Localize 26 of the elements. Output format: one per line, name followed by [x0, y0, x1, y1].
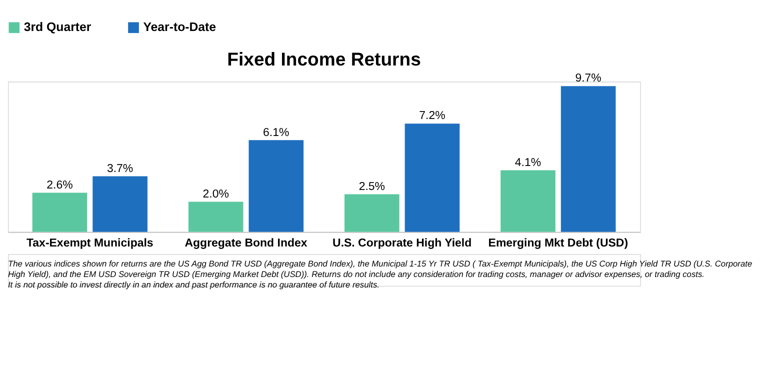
- x-tick-label: Aggregate Bond Index: [184, 237, 308, 250]
- data-label: 2.6%: [46, 179, 73, 192]
- data-label: 2.5%: [358, 180, 386, 193]
- text: It is not possible to invest directly in an index and past performance is no guarantee of future results.: [8, 280, 380, 290]
- bar: [32, 192, 88, 232]
- text: High Yield), and the EM USD Sovereign TR USD (Emerging Market Debt (USD)). Returns do not include any consideration for trading costs, manager or advisor expenses, or trading costs.: [8, 268, 704, 279]
- data-label: 4.1%: [514, 156, 542, 169]
- x-tick-label: U.S. Corporate High Yield: [332, 237, 472, 250]
- bar: [500, 170, 556, 232]
- x-tick-label: Emerging Mkt Debt (USD): [488, 237, 628, 250]
- bar: [92, 176, 148, 232]
- legend-label: Year-to-Date: [143, 20, 216, 34]
- chart-title: Fixed Income Returns: [227, 48, 421, 70]
- x-tick-label: Tax-Exempt Municipals: [26, 237, 154, 250]
- bar: [344, 194, 400, 232]
- data-label: 7.2%: [419, 110, 446, 122]
- bar: [188, 202, 244, 232]
- data-label: 9.7%: [575, 72, 602, 85]
- data-label: 2.0%: [202, 188, 229, 200]
- text: The various indices shown for returns are the US Agg Bond TR USD (Aggregate Bond Index), the Municipal 1-15 Yr TR USD ( Tax-Exempt Municipals), the US Corp High Yield TR USD (U.S. Corporate: [8, 258, 752, 268]
- bar: [248, 140, 304, 232]
- bar: [404, 124, 460, 232]
- legend-label: 3rd Quarter: [24, 20, 92, 34]
- data-label: 6.1%: [263, 126, 290, 139]
- bar: [560, 86, 616, 232]
- data-label: 3.7%: [106, 162, 134, 175]
